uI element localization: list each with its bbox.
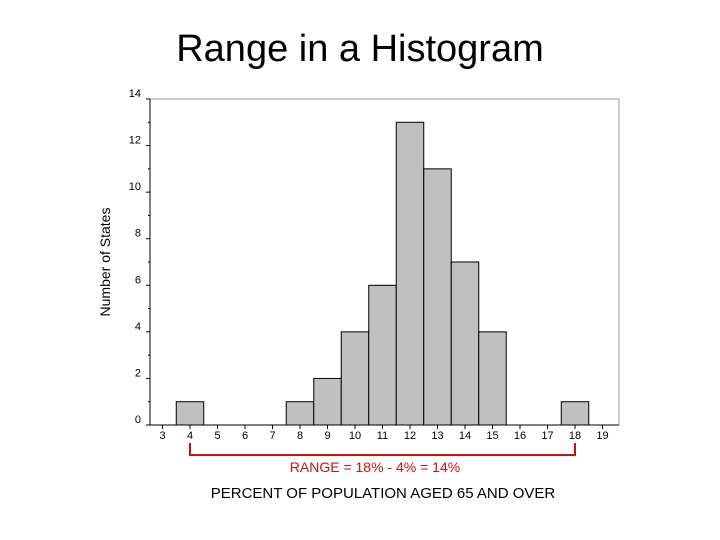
x-tick-label: 5 [214, 430, 220, 442]
histogram-bar [478, 331, 507, 426]
y-axis-title: Number of States [97, 208, 113, 317]
y-tick-label: 0 [135, 414, 141, 426]
x-tick-label: 10 [349, 430, 361, 442]
x-axis: 3 4 5 6 7 8 9 10 11 12 13 14 15 16 17 18 19 [159, 425, 609, 442]
x-tick-label: 12 [404, 430, 416, 442]
y-tick-label: 4 [135, 321, 141, 333]
x-tick-label: 3 [159, 430, 165, 442]
x-tick-label: 19 [596, 430, 608, 442]
x-tick-label: 7 [269, 430, 275, 442]
y-tick-label: 6 [135, 274, 141, 286]
histogram-bar [340, 331, 370, 426]
x-tick-label: 4 [187, 430, 193, 442]
y-tick-label: 2 [135, 367, 141, 379]
x-axis-title: PERCENT OF POPULATION AGED 65 AND OVER [211, 485, 556, 502]
x-tick-label: 16 [514, 430, 526, 442]
x-tick-label: 6 [242, 430, 248, 442]
x-tick-label: 8 [297, 430, 303, 442]
y-tick-label: 8 [135, 228, 141, 240]
range-annotation: RANGE = 18% - 4% = 14% [189, 443, 576, 475]
slide-title: Range in a Histogram [176, 28, 544, 70]
y-tick-label: 10 [129, 181, 141, 193]
histogram-bar [560, 401, 590, 426]
x-tick-label: 13 [431, 430, 443, 442]
histogram-bar [423, 168, 452, 426]
histogram-bar [450, 261, 480, 426]
histogram-bar [395, 121, 425, 426]
histogram-bar [285, 401, 315, 426]
x-tick-label: 15 [486, 430, 498, 442]
y-axis: 0 2 4 6 8 10 12 14 [129, 88, 150, 426]
x-tick-label: 11 [377, 430, 388, 442]
range-label: RANGE = 18% - 4% = 14% [290, 459, 460, 475]
histogram-bar [368, 284, 397, 426]
x-tick-label: 9 [324, 430, 330, 442]
y-tick-label: 14 [129, 88, 141, 100]
range-bracket [189, 443, 576, 456]
y-tick-label: 12 [129, 135, 141, 147]
histogram-bar [313, 377, 342, 426]
bars-group [175, 121, 590, 426]
histogram-bar [175, 401, 205, 426]
x-tick-label: 18 [569, 430, 581, 442]
x-tick-label: 14 [459, 430, 471, 442]
x-tick-label: 17 [541, 430, 553, 442]
